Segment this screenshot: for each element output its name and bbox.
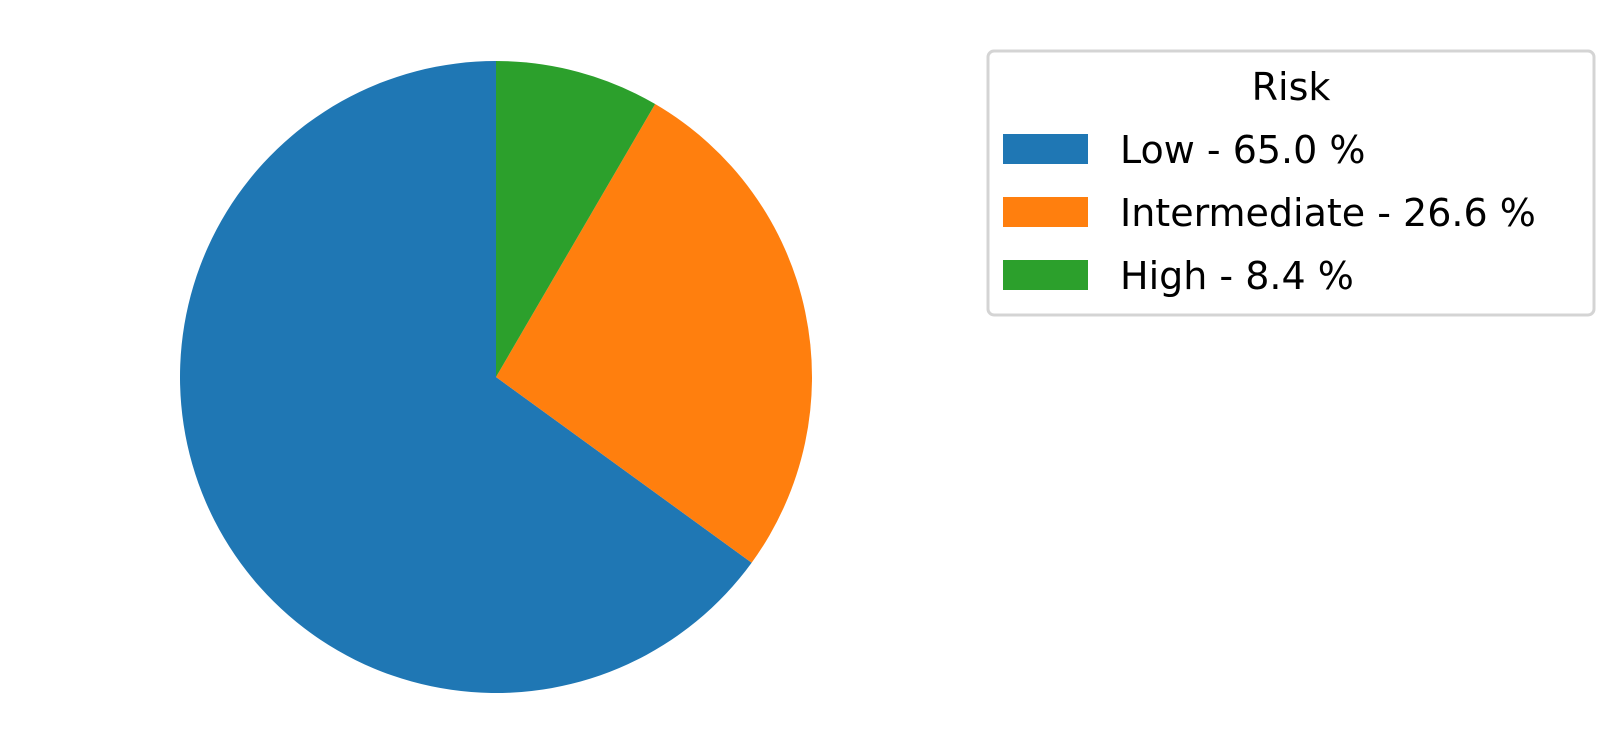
pie-slices: [179, 60, 812, 694]
legend-label-intermediate: Intermediate - 26.6 %: [1120, 191, 1536, 235]
legend: Risk Low - 65.0 % Intermediate - 26.6 % …: [986, 49, 1596, 317]
pie-slice-low: [179, 60, 752, 694]
legend-title: Risk: [1252, 65, 1331, 109]
legend-entry-high: High - 8.4 %: [1003, 254, 1354, 298]
legend-frame: [986, 49, 1596, 317]
legend-swatch-intermediate: [1003, 197, 1088, 227]
legend-swatch-high: [1003, 260, 1088, 290]
legend-entry-low: Low - 65.0 %: [1003, 128, 1366, 172]
pie-slice-high: [496, 61, 656, 377]
legend-entry-intermediate: Intermediate - 26.6 %: [1003, 191, 1536, 235]
pie-slice-intermediate: [496, 104, 812, 563]
legend-swatch-low: [1003, 134, 1088, 164]
legend-label-high: High - 8.4 %: [1120, 254, 1354, 298]
legend-label-low: Low - 65.0 %: [1120, 128, 1366, 172]
